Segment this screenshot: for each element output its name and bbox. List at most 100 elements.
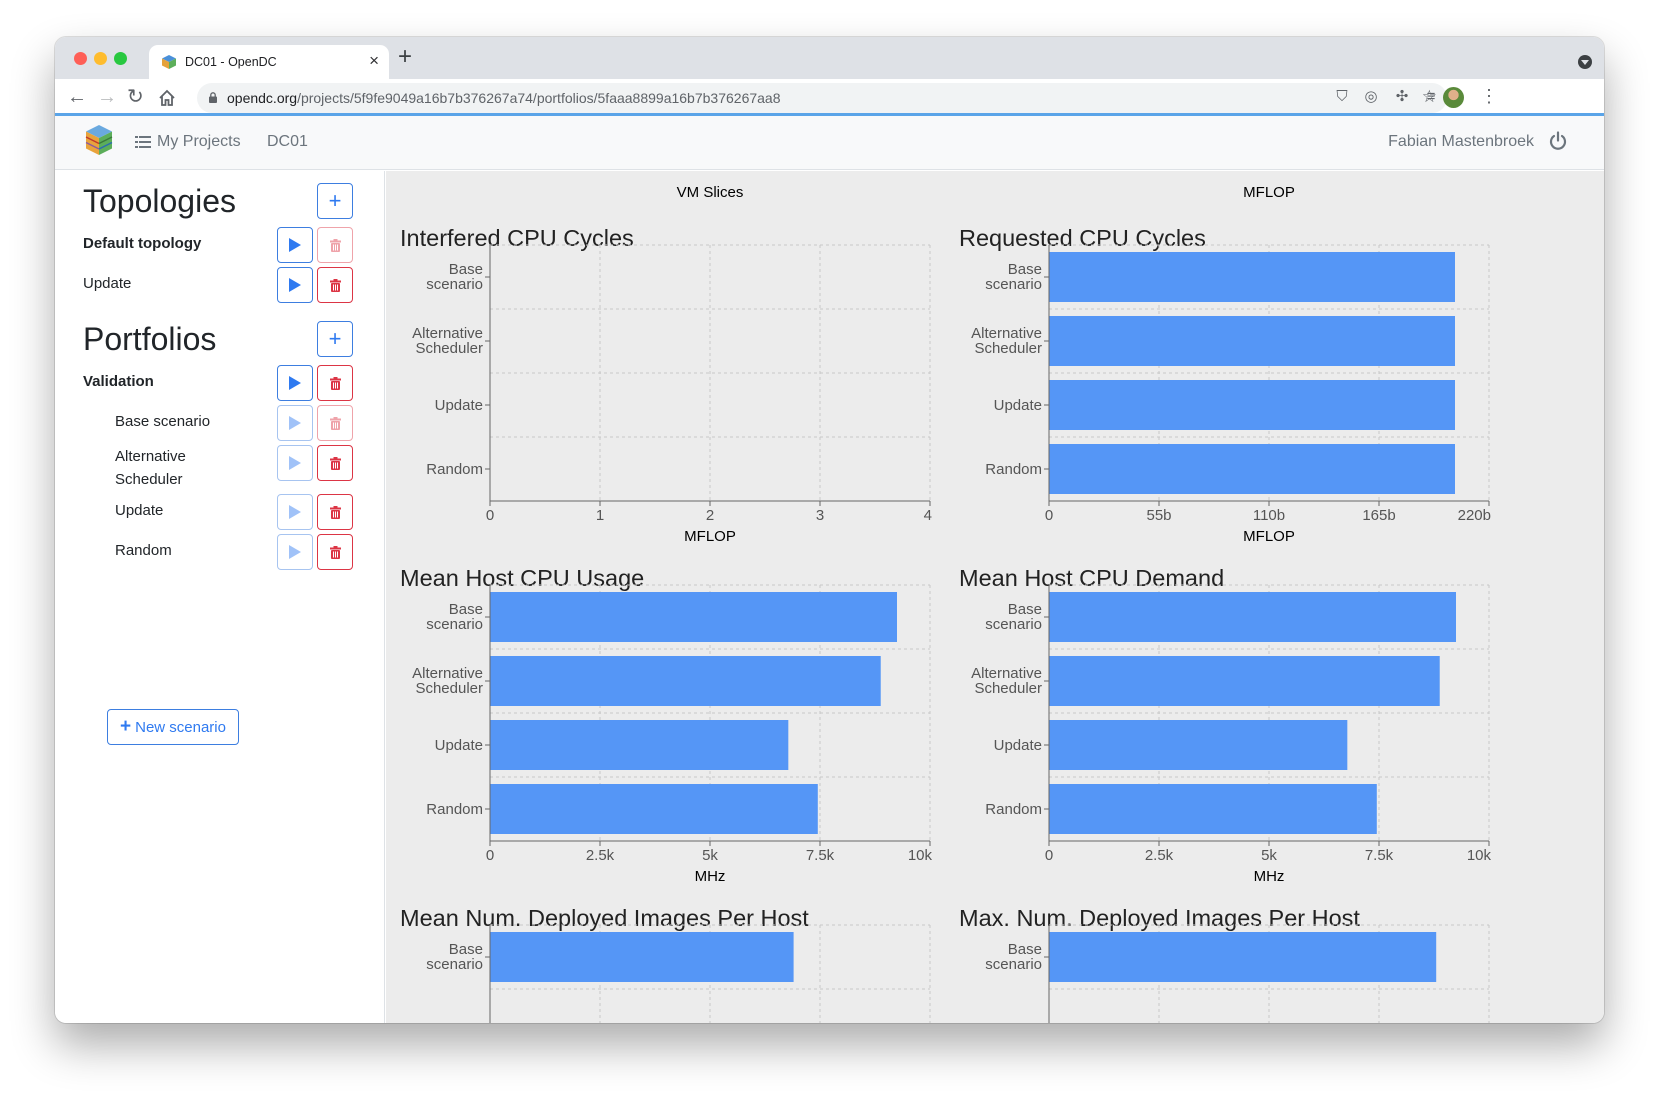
reload-icon[interactable]: ↻ [127, 86, 144, 108]
open-scenario-button[interactable] [277, 494, 313, 530]
bar [490, 784, 818, 834]
x-axis-label: MHz [695, 868, 726, 885]
new-tab-button[interactable]: + [398, 43, 413, 70]
address-bar[interactable]: opendc.org/projects/5f9fe9049a16b7b37626… [197, 83, 1447, 113]
x-tick-label: 0 [486, 507, 494, 524]
logout-power-icon[interactable] [1548, 131, 1568, 151]
category-label: Base scenario [985, 941, 1042, 973]
trash-icon [329, 505, 341, 519]
open-scenario-button[interactable] [277, 534, 313, 570]
home-icon[interactable] [158, 89, 176, 107]
open-scenario-button[interactable] [277, 445, 313, 481]
add-portfolio-button[interactable]: + [317, 321, 353, 357]
minimize-window-button[interactable] [94, 52, 107, 65]
x-tick-label: 165b [1362, 507, 1395, 524]
forward-icon[interactable]: → [97, 86, 117, 108]
browser-tab[interactable]: DC01 - OpenDC × [149, 45, 389, 79]
close-window-button[interactable] [74, 52, 87, 65]
bar [1049, 784, 1377, 834]
scenario-item-label[interactable]: Random [115, 542, 172, 559]
x-tick-label: 5k [1261, 847, 1277, 864]
bar [1049, 720, 1348, 770]
trash-icon [329, 238, 341, 252]
category-label: Alternative Scheduler [971, 665, 1042, 697]
bar [490, 932, 794, 982]
play-icon [289, 376, 301, 390]
add-topology-button[interactable]: + [317, 183, 353, 219]
delete-scenario-button[interactable] [317, 494, 353, 530]
user-name[interactable]: Fabian Mastenbroek [1388, 133, 1534, 150]
x-tick-label: 10k [1467, 847, 1492, 864]
trash-icon [329, 278, 341, 292]
bar [1049, 592, 1456, 642]
x-tick-label: 10k [908, 847, 933, 864]
chart-title: Interfered CPU Cycles [400, 225, 634, 251]
maximize-window-button[interactable] [114, 52, 127, 65]
chart-svg: Base scenario Alternative Scheduler Update Ra… [971, 584, 1492, 885]
password-extension-icon[interactable]: ◎ [1364, 88, 1378, 105]
delete-scenario-button[interactable] [317, 405, 353, 441]
play-icon [289, 238, 301, 252]
shield-extension-icon[interactable]: ⛉ [1336, 87, 1348, 105]
chart-svg: Base scenario [985, 924, 1490, 1023]
delete-scenario-button[interactable] [317, 534, 353, 570]
profile-avatar[interactable] [1443, 87, 1464, 108]
category-label: Update [994, 737, 1042, 754]
new-scenario-button[interactable]: + New scenario [107, 709, 239, 745]
x-tick-label: 5k [702, 847, 718, 864]
my-projects-link[interactable]: My Projects [135, 133, 241, 151]
browser-toolbar: ← → ↻ opendc.org/projects/5f9fe9049a16b7… [55, 79, 1604, 116]
chart-top-unit-label: VM Slices [676, 184, 744, 201]
play-icon [289, 456, 301, 470]
app-navbar: My Projects DC01 Fabian Mastenbroek [55, 116, 1604, 170]
x-tick-label: 3 [816, 507, 824, 524]
scenario-item-label[interactable]: Update [115, 502, 164, 519]
browser-menu-icon[interactable]: ⋮ [1480, 85, 1498, 106]
x-tick-label: 7.5k [1365, 847, 1394, 864]
opendc-logo[interactable] [85, 124, 113, 156]
delete-topology-button[interactable] [317, 227, 353, 263]
open-scenario-button[interactable] [277, 405, 313, 441]
open-portfolio-button[interactable] [277, 365, 313, 401]
x-tick-label: 7.5k [806, 847, 835, 864]
topology-item-label[interactable]: Default topology [83, 235, 202, 252]
bar [490, 656, 881, 706]
category-label: Random [985, 801, 1042, 818]
media-control-icon[interactable]: ≡ [1426, 87, 1436, 105]
project-breadcrumb[interactable]: DC01 [267, 133, 308, 150]
tab-search-icon[interactable] [1578, 55, 1592, 69]
scenario-item-label[interactable]: Base scenario [115, 413, 211, 430]
bar [490, 592, 897, 642]
scenario-item-label[interactable]: Alternative Scheduler [115, 448, 186, 488]
topology-item-label[interactable]: Update [83, 275, 132, 292]
trash-icon [329, 376, 341, 390]
browser-window: DC01 - OpenDC × + ← → ↻ opendc.org/proje… [55, 37, 1604, 1023]
trash-icon [329, 456, 341, 470]
open-topology-button[interactable] [277, 267, 313, 303]
x-tick-label: 0 [486, 847, 494, 864]
url-text: opendc.org/projects/5f9fe9049a16b7b37626… [227, 90, 781, 106]
chart-title: Requested CPU Cycles [959, 225, 1206, 251]
x-tick-label: 220b [1458, 507, 1491, 524]
category-label: Update [435, 397, 483, 414]
play-icon [289, 278, 301, 292]
bookmark-star-icon[interactable]: ☆ [1421, 87, 1437, 106]
portfolios-heading: Portfolios [83, 321, 217, 357]
category-label: Alternative Scheduler [412, 325, 483, 357]
chart-title: Mean Num. Deployed Images Per Host [400, 905, 809, 931]
category-label: Alternative Scheduler [412, 665, 483, 697]
delete-portfolio-button[interactable] [317, 365, 353, 401]
delete-scenario-button[interactable] [317, 445, 353, 481]
extensions-puzzle-icon[interactable]: ✣ [1395, 88, 1409, 105]
portfolio-item-label[interactable]: Validation [83, 373, 154, 390]
chart-title: Mean Host CPU Demand [959, 565, 1225, 591]
back-icon[interactable]: ← [67, 86, 87, 108]
bar [490, 720, 789, 770]
x-tick-label: 0 [1045, 507, 1053, 524]
open-topology-button[interactable] [277, 227, 313, 263]
tab-title: DC01 - OpenDC [185, 55, 277, 69]
x-tick-label: 55b [1146, 507, 1171, 524]
close-tab-icon[interactable]: × [369, 51, 379, 70]
x-axis-label: MHz [1254, 868, 1285, 885]
delete-topology-button[interactable] [317, 267, 353, 303]
